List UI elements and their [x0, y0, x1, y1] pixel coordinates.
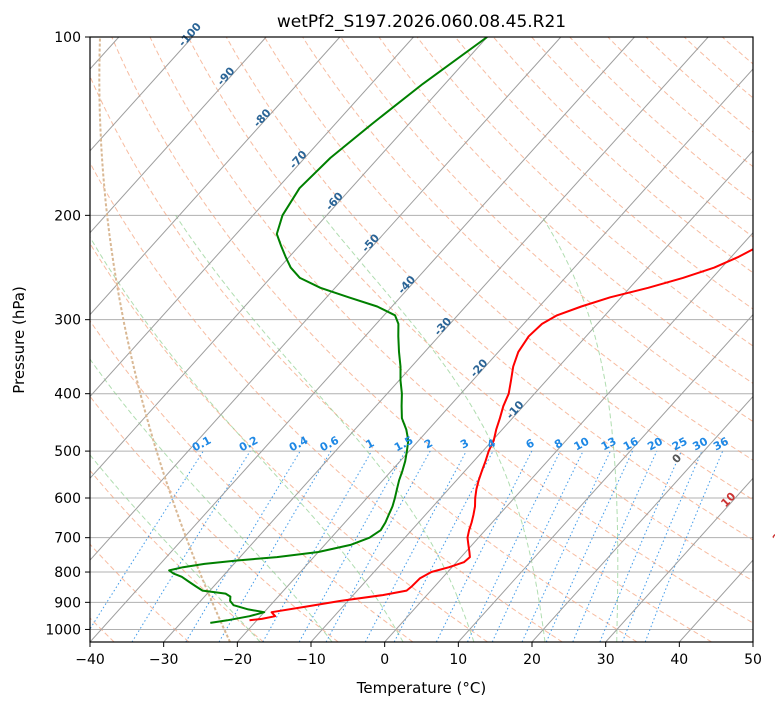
isotherm-line — [90, 37, 562, 561]
dry-adiabat-line — [187, 37, 753, 582]
y-tick-label: 200 — [54, 208, 81, 224]
moist-adiabat-line — [90, 236, 404, 642]
isotherm-line — [90, 37, 193, 152]
dry-adiabat-line — [149, 37, 753, 624]
x-tick-label: 20 — [523, 652, 541, 668]
x-tick-label: 40 — [670, 652, 688, 668]
mixing-ratio-line — [599, 450, 682, 642]
plot-frame — [89, 36, 754, 643]
mixing-ratio-label: 16 — [621, 435, 641, 454]
x-tick-label: −40 — [75, 652, 105, 668]
y-tick-label: 1000 — [45, 622, 81, 638]
x-tick-label: −30 — [149, 652, 179, 668]
isotherm-line — [90, 37, 341, 316]
dry-adiabat-line — [90, 395, 339, 642]
isotherm-line — [310, 150, 753, 642]
dry-adiabat-line — [111, 37, 712, 642]
mixing-ratio-line — [185, 450, 301, 642]
isotherm-line — [531, 395, 753, 642]
reference-curve — [98, 37, 231, 642]
mixing-ratio-label: 30 — [690, 435, 710, 454]
y-axis-label: Pressure (hPa) — [10, 286, 28, 394]
isotherm-line — [90, 37, 488, 480]
dry-adiabat-line — [225, 37, 753, 541]
mixing-ratio-line — [521, 450, 611, 642]
dewpoint-profile — [168, 37, 488, 624]
dry-adiabat-line — [90, 161, 563, 642]
x-tick-label: −10 — [296, 652, 326, 668]
dry-adiabat-line — [90, 75, 638, 642]
isotherm-line — [90, 37, 414, 398]
moist-adiabat-line — [90, 454, 261, 642]
mixing-ratio-line — [131, 450, 251, 642]
y-tick-label: 800 — [54, 565, 81, 581]
mixing-ratio-label: 36 — [711, 435, 731, 454]
isotherm-line — [236, 68, 753, 642]
moist-adiabat-label: 20 — [770, 525, 775, 545]
mixing-ratio-line — [325, 450, 431, 642]
chart-title: wetPf2_S197.2026.060.08.45.R21 — [277, 12, 566, 32]
y-tick-label: 300 — [54, 313, 81, 329]
dry-adiabat-line — [416, 37, 753, 347]
mixing-ratio-label: 20 — [645, 435, 665, 454]
isotherm-line — [605, 477, 753, 642]
moist-adiabat-line — [321, 214, 546, 642]
isotherm-line — [457, 313, 753, 642]
series-layer — [168, 37, 753, 624]
x-tick-label: 0 — [380, 652, 389, 668]
moist-adiabat-line — [540, 215, 619, 642]
y-tick-label: 600 — [54, 491, 81, 507]
isotherm-line — [384, 231, 753, 642]
isotherm-line — [90, 37, 635, 642]
x-tick-label: 30 — [597, 652, 615, 668]
x-tick-label: −20 — [223, 652, 253, 668]
mixing-ratio-line — [467, 450, 561, 642]
dry-adiabat-line — [90, 242, 488, 642]
mixing-ratio-line — [545, 450, 633, 642]
x-tick-label: 50 — [744, 652, 762, 668]
mixing-ratio-label: 10 — [572, 435, 592, 454]
x-tick-label: 10 — [449, 652, 467, 668]
dry-adiabat-line — [493, 37, 753, 274]
dry-adiabat-line — [264, 37, 753, 501]
y-tick-label: 100 — [54, 30, 81, 46]
mixing-ratio-line — [621, 450, 703, 642]
mixing-ratio-line — [298, 450, 406, 642]
dry-adiabat-line — [90, 469, 264, 642]
y-tick-label: 900 — [54, 595, 81, 611]
dry-adiabat-line — [378, 37, 753, 384]
moist-adiabat-line — [175, 215, 475, 642]
y-tick-label: 500 — [54, 444, 81, 460]
mixing-ratio-label: 13 — [599, 435, 619, 454]
temperature-profile — [249, 248, 753, 622]
isotherm-line — [163, 37, 709, 642]
tick-layer: −40 −30 −20 −10 0 10 20 30 40 50 100 200 300 400 500 60… — [45, 30, 762, 668]
y-tick-label: 400 — [54, 387, 81, 403]
isotherm-line — [90, 37, 267, 234]
dry-adiabat-line — [90, 320, 414, 642]
mixing-ratio-line — [218, 450, 332, 642]
mixing-ratio-label: 25 — [670, 435, 690, 454]
dry-adiabat-line — [569, 37, 753, 203]
mixing-ratio-line — [90, 450, 204, 630]
y-tick-label: 700 — [54, 531, 81, 547]
mixing-ratio-line — [491, 450, 584, 642]
x-axis-label: Temperature (°C) — [356, 679, 486, 697]
